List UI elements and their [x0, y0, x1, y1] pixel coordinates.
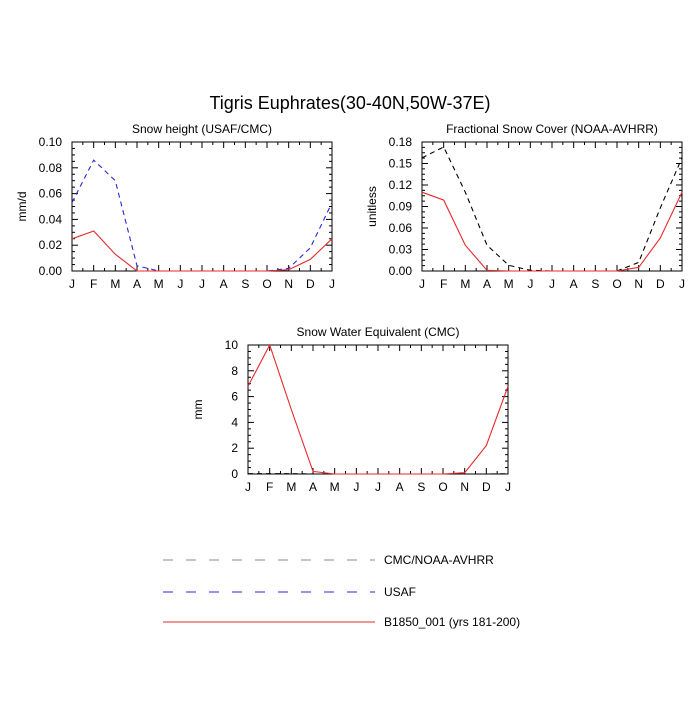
y-tick-label: 0.08 [39, 161, 63, 175]
plot-frame [422, 142, 682, 271]
x-tick-label: J [69, 277, 75, 291]
x-tick-label: O [612, 277, 621, 291]
y-tick-label: 0.00 [39, 264, 63, 278]
panel-title: Snow height (USAF/CMC) [132, 122, 272, 136]
y-axis-label: mm/d [15, 192, 29, 222]
x-tick-label: J [679, 277, 685, 291]
y-tick-label: 0.15 [389, 157, 413, 171]
x-tick-label: A [483, 277, 491, 291]
x-tick-label: M [460, 277, 470, 291]
x-tick-label: J [375, 480, 381, 494]
x-tick-label: M [154, 277, 164, 291]
x-tick-label: M [504, 277, 514, 291]
y-tick-label: 4 [231, 415, 238, 429]
x-tick-label: N [634, 277, 643, 291]
x-tick-label: F [266, 480, 273, 494]
x-tick-label: J [177, 277, 183, 291]
x-tick-label: S [591, 277, 599, 291]
x-tick-label: N [284, 277, 293, 291]
x-tick-label: M [110, 277, 120, 291]
y-tick-label: 2 [231, 441, 238, 455]
x-tick-label: J [527, 277, 533, 291]
y-axis-label: mm [191, 400, 205, 420]
plot-frame [248, 345, 508, 474]
x-tick-label: D [482, 480, 491, 494]
y-axis-label: unitless [365, 186, 379, 227]
y-tick-label: 0.02 [39, 238, 63, 252]
x-tick-label: M [330, 480, 340, 494]
y-tick-label: 0.18 [389, 135, 413, 149]
x-tick-label: A [133, 277, 141, 291]
y-tick-label: 0.10 [39, 135, 63, 149]
x-tick-label: F [440, 277, 447, 291]
panel-cover: Fractional Snow Cover (NOAA-AVHRR) unitle… [365, 122, 685, 291]
x-tick-label: J [329, 277, 335, 291]
x-tick-label: A [220, 277, 228, 291]
series-line-b1850-001-yrs-181-200 [248, 345, 508, 474]
y-tick-label: 8 [231, 364, 238, 378]
x-tick-label: J [549, 277, 555, 291]
y-tick-label: 6 [231, 390, 238, 404]
y-tick-label: 0.04 [39, 212, 63, 226]
x-tick-label: S [241, 277, 249, 291]
x-tick-label: J [353, 480, 359, 494]
legend-item: USAF [163, 585, 416, 599]
x-tick-label: A [396, 480, 404, 494]
x-tick-label: J [245, 480, 251, 494]
legend-item: B1850_001 (yrs 181-200) [163, 615, 520, 629]
x-tick-label: D [656, 277, 665, 291]
y-tick-label: 10 [225, 338, 239, 352]
series-line-b1850-001-yrs-181-200 [422, 192, 682, 271]
legend-label: CMC/NOAA-AVHRR [384, 553, 494, 567]
legend-item: CMC/NOAA-AVHRR [163, 553, 494, 567]
x-tick-label: D [306, 277, 315, 291]
series-line-usaf [72, 160, 332, 271]
x-tick-label: A [309, 480, 317, 494]
legend-label: USAF [384, 585, 416, 599]
panel-title: Fractional Snow Cover (NOAA-AVHRR) [446, 122, 658, 136]
y-tick-label: 0.03 [389, 243, 413, 257]
x-tick-label: A [570, 277, 578, 291]
plot-frame [72, 142, 332, 271]
legend-label: B1850_001 (yrs 181-200) [384, 615, 520, 629]
x-tick-label: N [460, 480, 469, 494]
x-tick-label: O [262, 277, 271, 291]
x-tick-label: M [286, 480, 296, 494]
panel-title: Snow Water Equivalent (CMC) [297, 325, 460, 339]
y-tick-label: 0.09 [389, 200, 413, 214]
x-tick-label: J [505, 480, 511, 494]
y-tick-label: 0.06 [389, 221, 413, 235]
y-tick-label: 0.12 [389, 178, 413, 192]
x-tick-label: S [417, 480, 425, 494]
figure-title: Tigris Euphrates(30-40N,50W-37E) [209, 93, 490, 113]
y-tick-label: 0 [231, 467, 238, 481]
y-tick-label: 0.00 [389, 264, 413, 278]
legend: CMC/NOAA-AVHRR USAF B1850_001 (yrs 181-200… [163, 553, 520, 629]
x-tick-label: J [199, 277, 205, 291]
series-line-cmc-noaa-avhrr [422, 147, 682, 271]
x-tick-label: J [419, 277, 425, 291]
x-tick-label: F [90, 277, 97, 291]
y-tick-label: 0.06 [39, 187, 63, 201]
x-tick-label: O [438, 480, 447, 494]
